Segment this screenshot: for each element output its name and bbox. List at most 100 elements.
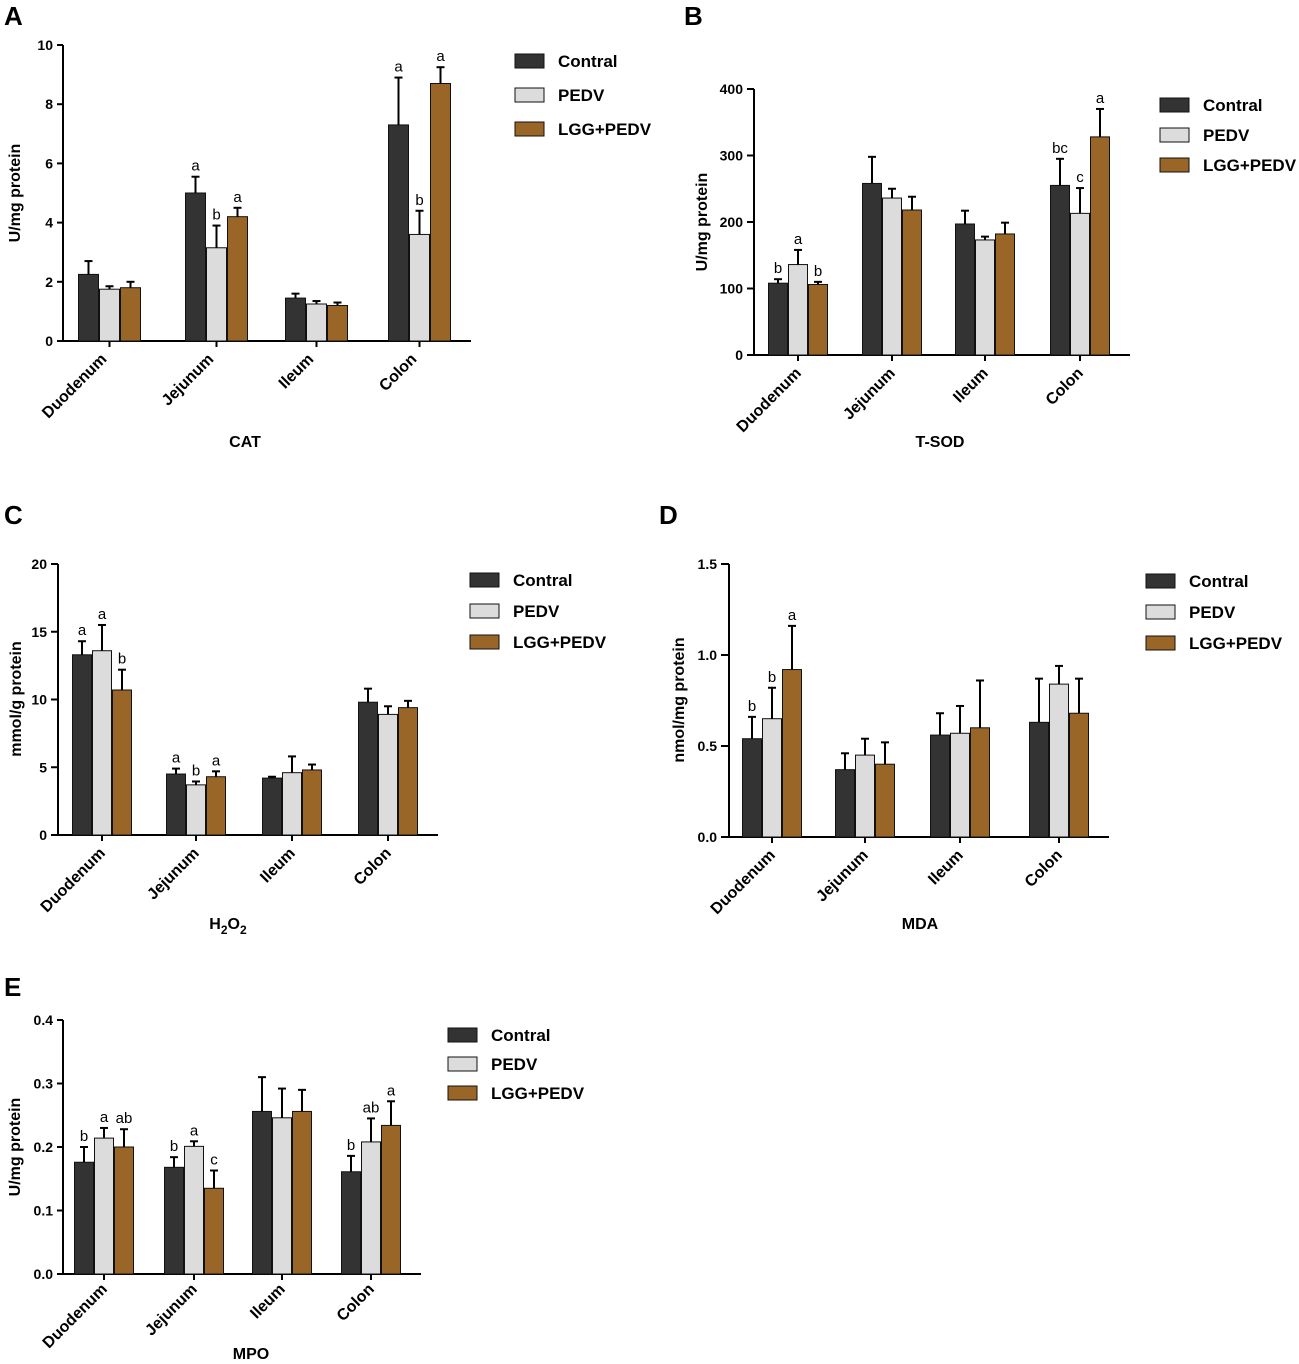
legend-swatch-lgg-pedv [1159,157,1190,173]
y-tick-label: 0.0 [34,1266,54,1282]
significance-label: a [100,1109,109,1126]
bar-lgg-pedv-duodenum [112,689,132,836]
bar-pedv-duodenum [92,650,112,836]
legend-label-lgg-pedv: LGG+PEDV [491,1084,585,1103]
bar-contral-duodenum [742,738,762,838]
bar-pedv-jejunum [184,1145,204,1275]
y-tick-label: 1.5 [698,556,718,572]
legend-swatch-lgg-pedv [447,1085,478,1101]
bar-pedv-ileum [272,1117,292,1275]
legend-swatch-pedv [1145,604,1176,620]
legend-swatch-contral [1145,573,1176,589]
significance-label: b [768,669,776,686]
bar-lgg-pedv-jejunum [902,209,922,356]
significance-label: b [212,207,220,224]
bar-pedv-colon [361,1141,381,1275]
significance-label: bc [1052,140,1068,157]
x-axis-title: T-SOD [916,434,965,451]
legend-d: Contral PEDV LGG+PEDV [1145,572,1283,653]
bar-lgg-pedv-jejunum [227,216,248,342]
y-tick-label: 0 [39,827,47,843]
significance-label: ab [363,1099,380,1116]
legend-swatch-pedv [447,1056,478,1072]
legend-label-lgg-pedv: LGG+PEDV [558,120,652,139]
x-tick-label-ileum: Ileum [276,351,318,393]
y-tick-label: 6 [45,155,53,171]
significance-label: a [212,752,221,769]
bar-lgg-pedv-jejunum [206,776,226,836]
y-axis-label: mmol/g protein [8,641,25,757]
bar-contral-ileum [252,1110,272,1275]
legend-label-contral: Contral [1189,572,1249,591]
bar-lgg-pedv-ileum [292,1110,312,1275]
significance-label: a [98,606,107,623]
x-axis-title: MDA [902,916,939,933]
legend-a: Contral PEDV LGG+PEDV [514,52,652,139]
bar-contral-ileum [955,223,975,356]
y-tick-label: 0 [45,333,53,349]
x-tick-label-colon: Colon [1022,847,1066,891]
x-tick-label-ileum: Ileum [247,1281,289,1323]
x-tick-label-duodenum: Duodenum [734,365,805,436]
bar-pedv-ileum [282,772,302,836]
y-tick-label: 10 [37,37,53,53]
significance-label: b [415,192,423,209]
x-tick-label-jejunum: Jejunum [144,845,203,904]
panel-label-e: E [4,972,21,1002]
bar-pedv-jejunum [855,754,875,838]
significance-label: a [394,59,403,76]
y-tick-label: 5 [39,759,47,775]
panel-d: D 0.0 0.5 1.0 1.5 bb a Duodenum Jejunum Ileum Colo… [659,500,1283,933]
legend-e: Contral PEDV LGG+PEDV [447,1026,585,1103]
bar-contral-jejunum [862,182,882,356]
bar-pedv-colon [1049,683,1069,838]
significance-label: a [387,1082,396,1099]
bar-contral-colon [1029,721,1049,838]
bar-pedv-ileum [975,239,995,356]
significance-label: a [78,622,87,639]
bar-contral-duodenum [74,1161,94,1275]
y-tick-label: 1.0 [698,647,718,663]
significance-label: b [814,263,822,280]
legend-label-pedv: PEDV [513,602,560,621]
significance-label: a [788,607,797,624]
x-axis-title: CAT [229,434,261,451]
x-tick-label-duodenum: Duodenum [40,1281,111,1352]
legend-swatch-pedv [514,87,545,103]
significance-label: a [172,750,181,767]
panel-label-b: B [684,1,703,31]
significance-label: a [794,231,803,248]
y-tick-label: 0.2 [34,1139,54,1155]
significance-label: a [436,48,445,65]
bar-lgg-pedv-ileum [327,304,348,342]
bar-pedv-duodenum [762,718,782,838]
x-axis-title: MPO [233,1346,269,1363]
legend-swatch-lgg-pedv [469,634,500,650]
bar-contral-jejunum [164,1166,184,1275]
y-axis-label: U/mg protein [7,144,24,243]
legend-label-contral: Contral [491,1026,551,1045]
bar-pedv-duodenum [788,264,808,356]
y-tick-label: 300 [720,148,744,164]
legend-label-pedv: PEDV [558,86,605,105]
y-tick-label: 400 [720,81,744,97]
bar-contral-duodenum [78,273,99,342]
bar-pedv-jejunum [206,247,227,342]
bar-contral-ileum [285,297,306,342]
legend-label-contral: Contral [513,571,573,590]
panel-label-a: A [4,1,23,31]
legend-label-contral: Contral [558,52,618,71]
significance-label: c [210,1151,218,1168]
bar-pedv-duodenum [94,1137,114,1275]
bar-lgg-pedv-colon [1069,712,1089,838]
legend-label-lgg-pedv: LGG+PEDV [1203,156,1297,175]
significance-label: a [190,1122,199,1139]
significance-label: ab [116,1110,133,1127]
significance-label: a [1096,90,1105,107]
y-axis-label: nmol/mg protein [671,637,688,762]
bar-lgg-pedv-colon [398,707,418,836]
